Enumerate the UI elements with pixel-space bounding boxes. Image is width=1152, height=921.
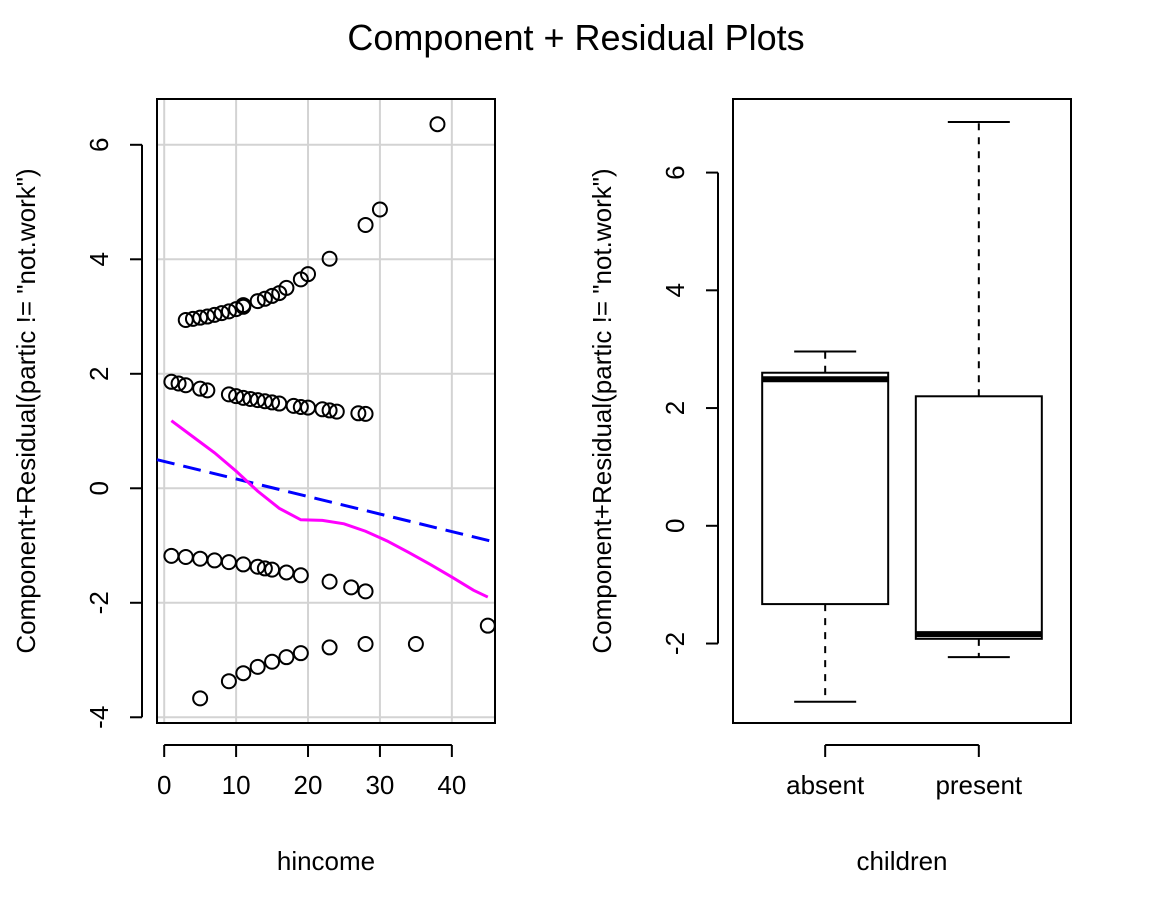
data-point — [235, 297, 252, 314]
children-x-axis-label: children — [856, 846, 947, 876]
data-point — [278, 564, 295, 581]
data-point — [292, 398, 309, 415]
data-point — [163, 547, 180, 564]
data-point — [163, 373, 180, 390]
data-point — [357, 405, 374, 422]
data-point — [192, 690, 209, 707]
children-boxes — [761, 120, 1043, 703]
data-point — [328, 403, 345, 420]
data-point — [235, 556, 252, 573]
interquartile-box — [914, 395, 1043, 640]
data-point — [220, 386, 237, 403]
hincome-grid — [157, 99, 495, 723]
data-point — [256, 560, 273, 577]
hincome-x-axis-label: hincome — [277, 846, 375, 876]
data-point — [206, 306, 223, 323]
hincome-plot-frame — [156, 98, 496, 724]
x-tick-label-20: 20 — [294, 770, 323, 800]
x-tick-label-30: 30 — [365, 770, 394, 800]
data-point — [199, 308, 216, 325]
data-point — [292, 567, 309, 584]
data-point — [479, 617, 496, 634]
data-point — [264, 653, 281, 670]
children-y-tick-label-4: 4 — [660, 283, 690, 297]
data-point — [249, 293, 266, 310]
data-point — [407, 635, 424, 652]
y-tick-label-6: 6 — [84, 138, 114, 152]
children-panel: absent present -2 0 2 4 6 children Component+R… — [587, 98, 1072, 876]
data-point — [256, 290, 273, 307]
data-point — [213, 305, 230, 322]
data-point — [350, 405, 367, 422]
data-point — [371, 201, 388, 218]
data-point — [220, 673, 237, 690]
box-absent — [761, 350, 890, 703]
box-present — [914, 120, 1043, 659]
children-y-tick-label-0: 0 — [660, 519, 690, 533]
data-point — [220, 303, 237, 320]
data-point — [220, 554, 237, 571]
figure-title: Component + Residual Plots — [347, 17, 804, 58]
data-point — [321, 573, 338, 590]
data-point — [192, 550, 209, 567]
data-point — [278, 279, 295, 296]
x-tick-label-40: 40 — [437, 770, 466, 800]
data-point — [249, 658, 266, 675]
children-y-axis-label: Component+Residual(partic != "not.work") — [587, 168, 617, 653]
x-tick-label-0: 0 — [157, 770, 171, 800]
x-tick-label-absent: absent — [786, 770, 865, 800]
data-point — [292, 645, 309, 662]
y-tick-label-4: 4 — [84, 252, 114, 266]
linear-fit-line — [156, 458, 496, 544]
children-y-tick-label--2: -2 — [660, 632, 690, 655]
data-point — [177, 548, 194, 565]
data-point — [170, 375, 187, 392]
y-tick-label--4: -4 — [84, 706, 114, 729]
data-point — [264, 287, 281, 304]
data-point — [199, 382, 216, 399]
hincome-axes: 0 10 20 30 40 -4 -2 0 2 4 6 — [84, 138, 466, 800]
data-point — [321, 639, 338, 656]
data-point — [321, 402, 338, 419]
data-point — [192, 380, 209, 397]
data-point — [429, 116, 446, 133]
data-point — [357, 583, 374, 600]
data-point — [357, 216, 374, 233]
smooth-residual-line — [170, 419, 489, 599]
y-tick-label-0: 0 — [84, 481, 114, 495]
data-point — [177, 377, 194, 394]
children-axes: absent present -2 0 2 4 6 — [660, 165, 1023, 800]
x-tick-label-present: present — [935, 770, 1022, 800]
children-y-tick-label-6: 6 — [660, 165, 690, 179]
data-point — [357, 635, 374, 652]
y-tick-label-2: 2 — [84, 367, 114, 381]
data-point — [278, 649, 295, 666]
data-point — [206, 552, 223, 569]
children-plot-frame — [732, 98, 1072, 724]
y-tick-label--2: -2 — [84, 591, 114, 614]
hincome-panel: 0 10 20 30 40 -4 -2 0 2 4 6 hincome Component+Resi… — [11, 98, 496, 876]
data-point — [300, 266, 317, 283]
data-point — [264, 394, 281, 411]
data-point — [321, 250, 338, 267]
x-tick-label-10: 10 — [222, 770, 251, 800]
hincome-points — [163, 116, 496, 707]
data-point — [343, 579, 360, 596]
hincome-y-axis-label: Component+Residual(partic != "not.work") — [11, 168, 41, 653]
children-y-tick-label-2: 2 — [660, 401, 690, 415]
interquartile-box — [761, 371, 890, 606]
data-point — [235, 665, 252, 682]
